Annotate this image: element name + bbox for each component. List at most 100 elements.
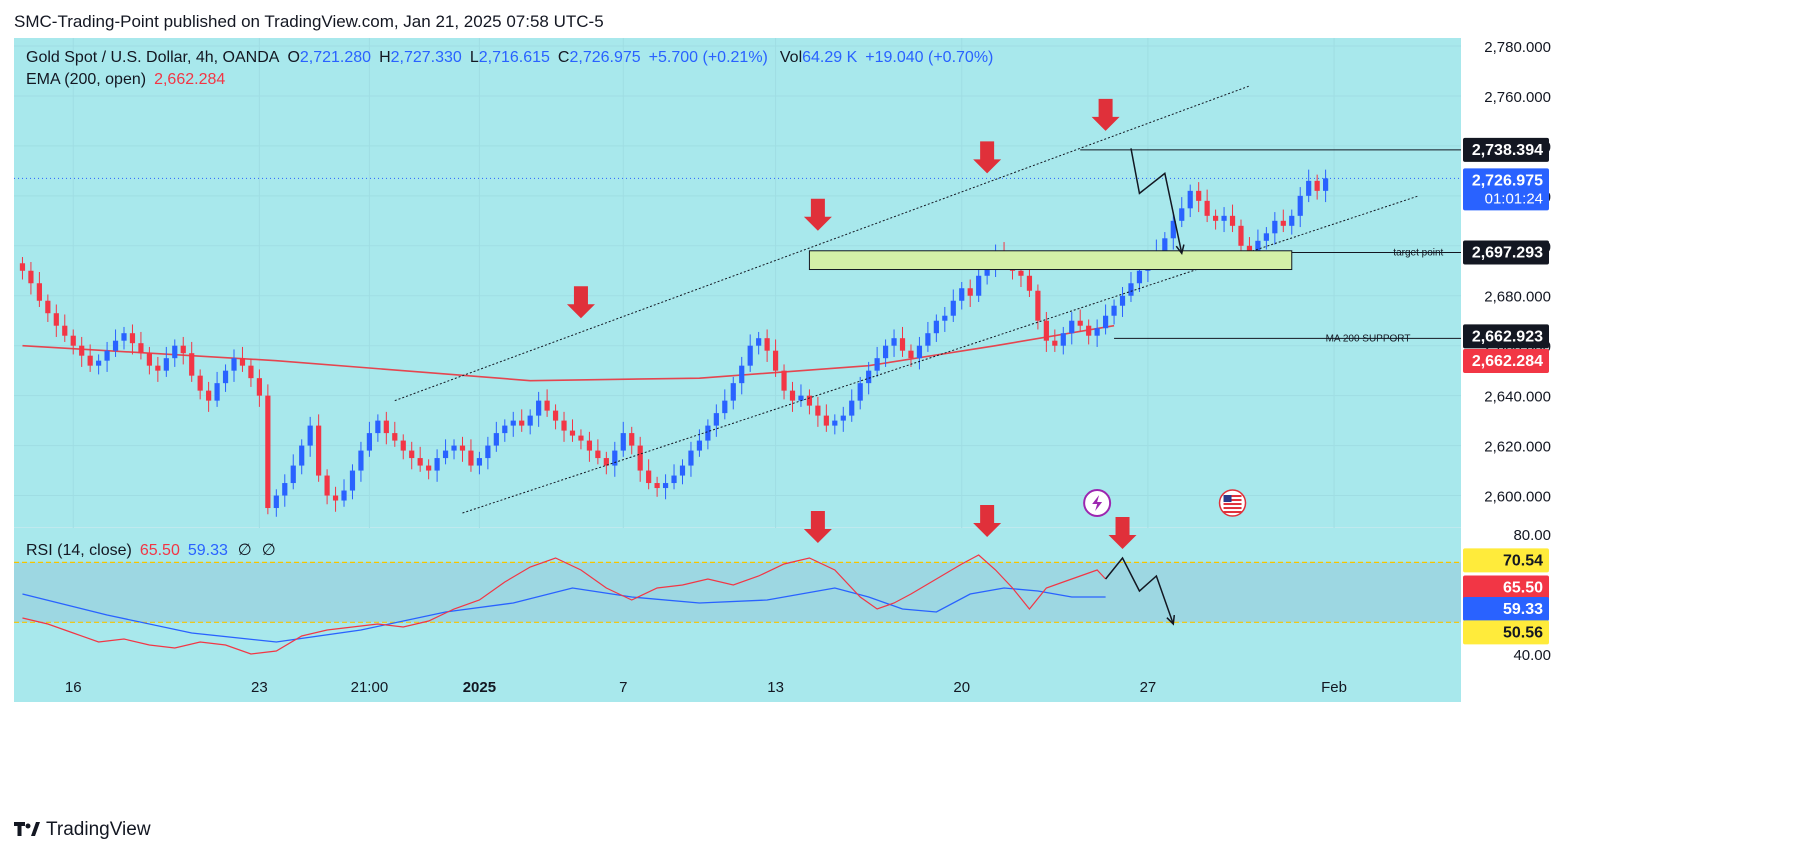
candle — [840, 406, 846, 432]
candle — [722, 389, 728, 420]
candle-body — [1086, 325, 1092, 336]
candle — [925, 321, 931, 352]
footer-brand[interactable]: TradingView — [14, 819, 151, 841]
candle — [451, 439, 457, 460]
candlestick-chart[interactable]: 2,780.0002,760.0002,740.0002,720.0002,70… — [14, 38, 1779, 804]
candle — [1187, 184, 1193, 218]
candle — [1323, 169, 1329, 203]
candle — [231, 349, 237, 382]
candle — [730, 376, 736, 410]
candle — [19, 257, 26, 280]
candle-body — [1229, 215, 1236, 226]
price-badge-bg — [1463, 575, 1549, 600]
lightning-icon — [1083, 489, 1112, 518]
price-badge: 50.56 — [1463, 620, 1549, 645]
price-badge-value: 2,697.293 — [1472, 245, 1543, 262]
candle — [434, 449, 440, 482]
candle — [53, 304, 59, 337]
candle — [138, 331, 144, 360]
candle — [612, 441, 618, 477]
candle — [866, 361, 872, 395]
candle — [688, 441, 694, 477]
candle — [747, 334, 753, 372]
candle-body — [112, 340, 119, 351]
candle-body — [256, 378, 262, 396]
candle — [789, 381, 796, 412]
candle — [265, 384, 271, 515]
price-badge-value: 59.33 — [1503, 601, 1543, 618]
candle — [341, 479, 347, 507]
candle-body — [1238, 225, 1244, 246]
candle — [756, 331, 762, 355]
candle-body — [332, 495, 339, 501]
price-badge-countdown: 01:01:24 — [1485, 190, 1543, 207]
price-pane-bg — [14, 38, 1461, 528]
candle — [536, 391, 542, 427]
price-badge-value: 2,726.975 — [1472, 172, 1543, 189]
candle — [442, 439, 449, 465]
candle-body — [180, 345, 186, 354]
candle-body — [214, 383, 220, 401]
rsi-projection — [1105, 556, 1174, 625]
candle-body — [747, 345, 753, 366]
candle — [282, 474, 288, 507]
rsi-legend: RSI (14, close) 65.50 59.33 ∅ ∅ — [26, 542, 276, 559]
candle-body — [87, 355, 93, 366]
candle — [392, 421, 398, 447]
chart-frame[interactable]: 2,780.0002,760.0002,740.0002,720.0002,70… — [14, 38, 1779, 804]
candle — [316, 414, 322, 482]
candle-body — [1280, 220, 1286, 226]
candle-body — [1060, 333, 1066, 346]
candle — [70, 329, 76, 355]
price-projection — [1130, 148, 1183, 254]
price-pane — [14, 38, 1461, 666]
candle — [764, 329, 770, 362]
candle-body — [239, 358, 246, 366]
candle-body — [392, 433, 398, 441]
candle-body — [248, 365, 254, 379]
candle-body — [561, 420, 567, 431]
candle-body — [916, 345, 923, 359]
candle-body — [1272, 220, 1278, 234]
us-flag-icon-stripe — [1223, 511, 1242, 514]
candle — [1221, 207, 1227, 233]
price-tick-label: 2,760.000 — [1484, 89, 1551, 106]
legend-layer: Gold Spot / U.S. Dollar, 4h, OANDA O2,721… — [26, 49, 1444, 559]
candle-body — [722, 400, 728, 414]
candle-body — [866, 370, 872, 384]
candle — [468, 439, 474, 472]
candle-body — [349, 470, 356, 491]
candle — [189, 341, 195, 382]
time-tick-label: 16 — [65, 679, 82, 696]
candle — [28, 262, 34, 295]
candle-body — [138, 343, 144, 354]
candle-body — [485, 445, 491, 459]
candle-body — [688, 450, 694, 466]
candle-body — [620, 433, 626, 451]
candle-body — [756, 338, 762, 346]
candle-body — [612, 450, 618, 466]
candle-body — [358, 450, 364, 471]
candle — [849, 389, 855, 422]
candle-body — [942, 315, 948, 321]
price-badge-bg — [1463, 620, 1549, 645]
candle — [87, 344, 93, 372]
candle-body — [510, 420, 516, 426]
candle — [671, 464, 677, 490]
candle-body — [45, 300, 51, 314]
candle-body — [493, 433, 499, 446]
candle — [705, 419, 711, 450]
candle — [383, 411, 389, 445]
candle — [1272, 212, 1278, 245]
ema-200-line — [22, 324, 1115, 382]
candle — [891, 329, 897, 357]
candle — [180, 336, 186, 365]
candle — [104, 341, 110, 372]
candle-body — [502, 425, 508, 434]
candle-body — [468, 450, 474, 466]
price-badge-bg — [1463, 348, 1549, 373]
candle-body — [586, 440, 593, 451]
candle-body — [823, 415, 829, 426]
price-badge: 2,697.293 — [1463, 240, 1549, 265]
candle — [1289, 209, 1295, 235]
